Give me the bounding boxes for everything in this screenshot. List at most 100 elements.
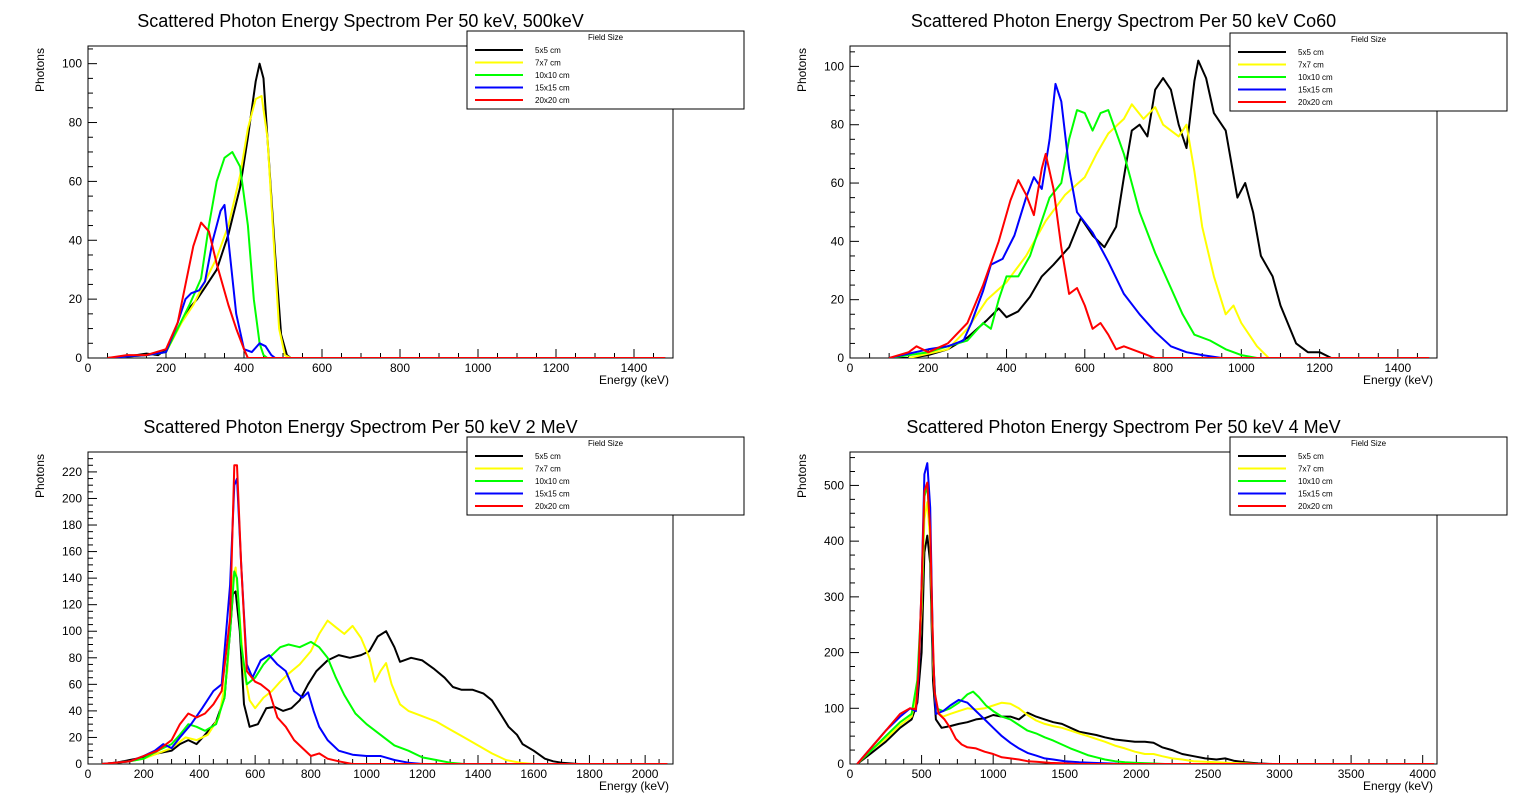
legend-header: Field Size bbox=[1351, 439, 1387, 448]
x-tick-label: 3000 bbox=[1266, 767, 1293, 781]
legend-header: Field Size bbox=[1351, 35, 1387, 44]
x-tick-label: 0 bbox=[847, 361, 854, 375]
x-tick-label: 1000 bbox=[465, 361, 492, 375]
x-tick-label: 800 bbox=[301, 767, 321, 781]
y-axis-label: Photons bbox=[795, 48, 809, 92]
legend-box bbox=[1229, 32, 1508, 112]
legend-entry: 10x10 cm bbox=[535, 71, 570, 80]
y-tick-label: 0 bbox=[837, 757, 844, 771]
series-line-15x15-cm bbox=[101, 477, 668, 764]
x-tick-label: 1200 bbox=[543, 361, 570, 375]
legend-box bbox=[466, 30, 745, 110]
x-tick-label: 1200 bbox=[1306, 361, 1333, 375]
y-tick-label: 120 bbox=[62, 598, 82, 612]
y-tick-label: 80 bbox=[69, 651, 83, 665]
x-tick-label: 1200 bbox=[409, 767, 436, 781]
x-tick-label: 200 bbox=[918, 361, 938, 375]
y-tick-label: 160 bbox=[62, 545, 82, 559]
legend: Field Size 5x5 cm 7x7 cm 10x10 cm 15x15 cm 20… bbox=[466, 436, 745, 516]
series-line-7x7-cm bbox=[101, 566, 668, 764]
y-tick-label: 300 bbox=[824, 590, 844, 604]
series-line-20x20-cm bbox=[888, 152, 1430, 358]
x-tick-label: 3500 bbox=[1338, 767, 1365, 781]
y-tick-label: 180 bbox=[62, 518, 82, 532]
legend-entry: 7x7 cm bbox=[535, 465, 561, 474]
series-line-5x5-cm bbox=[889, 59, 1430, 358]
y-tick-label: 80 bbox=[831, 118, 845, 132]
legend-entry: 20x20 cm bbox=[1298, 98, 1333, 107]
y-tick-label: 100 bbox=[62, 624, 82, 638]
chart-panel-2: Scattered Photon Energy Spectrom Per 50 … bbox=[795, 11, 1508, 387]
x-tick-label: 600 bbox=[245, 767, 265, 781]
series-line-15x15-cm bbox=[107, 203, 666, 358]
legend-box bbox=[1229, 436, 1508, 516]
x-tick-label: 1000 bbox=[980, 767, 1007, 781]
y-tick-label: 20 bbox=[69, 292, 83, 306]
series-line-10x10-cm bbox=[101, 570, 668, 764]
x-tick-label: 600 bbox=[1075, 361, 1095, 375]
legend-entry: 7x7 cm bbox=[1298, 465, 1324, 474]
legend-entry: 5x5 cm bbox=[535, 46, 561, 55]
legend: Field Size 5x5 cm 7x7 cm 10x10 cm 15x15 cm 20… bbox=[466, 30, 745, 110]
y-tick-label: 200 bbox=[824, 646, 844, 660]
chart-title: Scattered Photon Energy Spectrom Per 50 … bbox=[911, 11, 1336, 31]
x-tick-label: 4000 bbox=[1409, 767, 1436, 781]
y-tick-label: 40 bbox=[831, 234, 845, 248]
x-tick-label: 200 bbox=[156, 361, 176, 375]
y-tick-label: 60 bbox=[69, 174, 83, 188]
x-tick-label: 400 bbox=[997, 361, 1017, 375]
legend-entry: 20x20 cm bbox=[535, 502, 570, 511]
series-line-15x15-cm bbox=[888, 82, 1430, 358]
chart-title: Scattered Photon Energy Spectrom Per 50 … bbox=[137, 11, 584, 31]
legend-header: Field Size bbox=[588, 33, 624, 42]
legend-entry: 15x15 cm bbox=[1298, 86, 1333, 95]
x-tick-label: 400 bbox=[189, 767, 209, 781]
x-tick-label: 2500 bbox=[1195, 767, 1222, 781]
legend: Field Size 5x5 cm 7x7 cm 10x10 cm 15x15 cm 20… bbox=[1229, 436, 1508, 516]
x-axis-label: Energy (keV) bbox=[599, 779, 669, 793]
x-tick-label: 400 bbox=[234, 361, 254, 375]
y-tick-label: 0 bbox=[837, 351, 844, 365]
x-tick-label: 800 bbox=[1153, 361, 1173, 375]
legend-entry: 15x15 cm bbox=[535, 490, 570, 499]
y-tick-label: 100 bbox=[824, 59, 844, 73]
x-tick-label: 1000 bbox=[353, 767, 380, 781]
x-axis-label: Energy (keV) bbox=[1363, 779, 1433, 793]
y-tick-label: 20 bbox=[831, 293, 845, 307]
x-tick-label: 1400 bbox=[621, 361, 648, 375]
legend-entry: 7x7 cm bbox=[1298, 61, 1324, 70]
x-tick-label: 600 bbox=[312, 361, 332, 375]
x-tick-label: 1000 bbox=[1228, 361, 1255, 375]
x-tick-label: 2000 bbox=[1123, 767, 1150, 781]
chart-panel-4: Scattered Photon Energy Spectrom Per 50 … bbox=[795, 417, 1508, 793]
x-tick-label: 200 bbox=[134, 767, 154, 781]
x-axis-label: Energy (keV) bbox=[599, 373, 669, 387]
series-line-10x10-cm bbox=[888, 109, 1430, 358]
series-line-20x20-cm bbox=[856, 481, 1435, 764]
series-line-20x20-cm bbox=[101, 464, 668, 764]
y-tick-label: 200 bbox=[62, 491, 82, 505]
legend-entry: 5x5 cm bbox=[1298, 48, 1324, 57]
y-tick-label: 140 bbox=[62, 571, 82, 585]
chart-panel-3: Scattered Photon Energy Spectrom Per 50 … bbox=[33, 417, 745, 793]
x-tick-label: 1400 bbox=[1385, 361, 1412, 375]
chart-title: Scattered Photon Energy Spectrom Per 50 … bbox=[143, 417, 577, 437]
x-tick-label: 1600 bbox=[520, 767, 547, 781]
y-tick-label: 400 bbox=[824, 534, 844, 548]
x-tick-label: 1800 bbox=[576, 767, 603, 781]
y-tick-label: 80 bbox=[69, 116, 83, 130]
y-axis-label: Photons bbox=[33, 48, 47, 92]
legend-entry: 5x5 cm bbox=[535, 452, 561, 461]
y-tick-label: 100 bbox=[62, 57, 82, 71]
x-tick-label: 0 bbox=[847, 767, 854, 781]
legend-entry: 10x10 cm bbox=[535, 477, 570, 486]
x-tick-label: 1500 bbox=[1051, 767, 1078, 781]
legend-entry: 10x10 cm bbox=[1298, 73, 1333, 82]
y-tick-label: 60 bbox=[831, 176, 845, 190]
series-line-20x20-cm bbox=[107, 221, 666, 358]
y-tick-label: 0 bbox=[75, 757, 82, 771]
series-line-7x7-cm bbox=[856, 501, 1435, 764]
y-tick-label: 40 bbox=[69, 704, 83, 718]
legend-entry: 20x20 cm bbox=[1298, 502, 1333, 511]
